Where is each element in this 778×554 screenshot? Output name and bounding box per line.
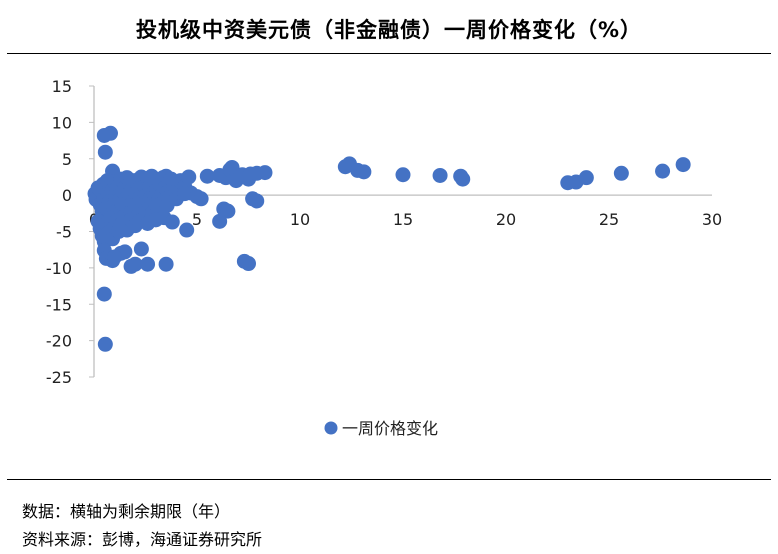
y-tick-label: 0 [62, 186, 72, 205]
data-point [655, 163, 671, 179]
x-tick-label: 20 [496, 210, 516, 229]
x-tick-label: 10 [290, 210, 310, 229]
y-tick-label: -25 [46, 368, 72, 387]
y-tick-label: -10 [46, 259, 72, 278]
y-tick-label: -5 [56, 223, 72, 242]
data-point [356, 164, 372, 180]
data-point [241, 256, 256, 272]
data-point [158, 256, 174, 272]
legend-label: 一周价格变化 [342, 419, 438, 438]
data-point [455, 171, 471, 187]
data-point [212, 213, 228, 229]
x-tick-label: 25 [599, 210, 619, 229]
data-point [432, 167, 448, 183]
y-tick-label: 5 [62, 150, 72, 169]
data-point [257, 165, 273, 181]
data-point [97, 336, 113, 352]
data-point [133, 241, 149, 257]
chart-title: 投机级中资美元债（非金融债）一周价格变化（%） [135, 18, 643, 42]
data-point [140, 256, 156, 272]
data-point [220, 203, 236, 219]
data-point [395, 167, 411, 183]
chart-legend: 一周价格变化 [324, 419, 438, 438]
source-note: 资料来源：彭博，海通证券研究所 [22, 530, 263, 549]
data-point [249, 193, 265, 209]
footer-divider [7, 479, 771, 480]
data-point [613, 165, 629, 181]
data-point [127, 256, 143, 272]
data-point [179, 222, 195, 238]
data-point [177, 186, 193, 202]
data-point [199, 168, 215, 184]
title-divider [7, 53, 771, 54]
x-tick-label: 5 [192, 210, 202, 229]
data-point [675, 157, 691, 173]
data-point [107, 249, 123, 265]
data-point [578, 170, 594, 186]
y-tick-label: 15 [52, 77, 72, 96]
data-point [164, 214, 180, 230]
data-point [181, 169, 197, 185]
y-tick-label: -20 [46, 332, 72, 351]
data-point [193, 191, 209, 207]
data-point [97, 144, 113, 160]
data-point [96, 286, 112, 302]
y-tick-label: 10 [52, 113, 72, 132]
axis-note: 数据：横轴为剩余期限（年） [22, 502, 231, 521]
x-tick-label: 15 [393, 210, 413, 229]
y-tick-label: -15 [46, 295, 72, 314]
data-points [87, 125, 691, 352]
legend-marker [324, 421, 338, 435]
x-tick-label: 30 [702, 210, 722, 229]
data-point [102, 125, 118, 141]
